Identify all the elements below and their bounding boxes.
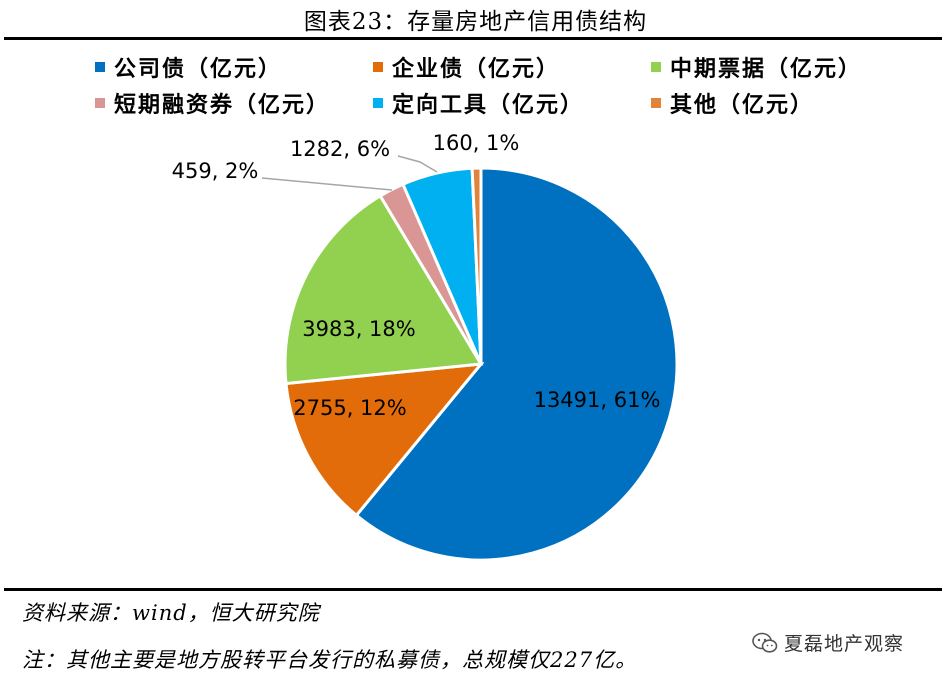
legend-label: 企业债（亿元） [392, 56, 561, 82]
chart-title: 图表23：存量房地产信用债结构 [303, 9, 648, 35]
legend-swatch [373, 98, 383, 108]
data-label: 1282, 6% [290, 137, 390, 161]
legend-label: 公司债（亿元） [114, 56, 283, 82]
legend-label: 短期融资券（亿元） [114, 92, 331, 118]
legend-item: 定向工具（亿元） [373, 87, 584, 119]
pie-slice [284, 362, 485, 518]
legend-swatch [651, 98, 661, 108]
legend-swatch [651, 62, 661, 72]
pie-slice [354, 166, 679, 562]
wechat-icon [752, 632, 778, 653]
bottom-rule [4, 588, 942, 591]
legend-label: 其他（亿元） [670, 92, 815, 118]
legend-swatch [373, 62, 383, 72]
leader-line [261, 177, 393, 191]
legend-item: 中期票据（亿元） [651, 51, 862, 83]
pie-slice [470, 166, 483, 365]
legend-label: 中期票据（亿元） [670, 56, 863, 82]
data-label: 13491, 61% [534, 388, 661, 412]
legend-swatch [95, 98, 105, 108]
legend-item: 其他（亿元） [651, 87, 814, 119]
legend-item: 短期融资券（亿元） [95, 87, 330, 119]
data-label: 160, 1% [433, 131, 520, 155]
footnote: 注：其他主要是地方股转平台发行的私募债，总规模仅227亿。 [22, 648, 638, 672]
legend-item: 企业债（亿元） [373, 51, 560, 83]
watermark: 夏磊地产观察 [752, 629, 904, 656]
data-label: 459, 2% [172, 159, 259, 183]
legend-item: 公司债（亿元） [95, 51, 282, 83]
legend-swatch [95, 62, 105, 72]
leader-line [397, 155, 438, 173]
source-note: 资料来源：wind，恒大研究院 [22, 601, 320, 625]
data-label: 3983, 18% [302, 317, 415, 341]
top-rule [4, 37, 942, 40]
data-label: 2755, 12% [293, 396, 406, 420]
watermark-text: 夏磊地产观察 [784, 633, 905, 655]
pie-slice [283, 193, 484, 386]
legend-label: 定向工具（亿元） [392, 92, 585, 118]
